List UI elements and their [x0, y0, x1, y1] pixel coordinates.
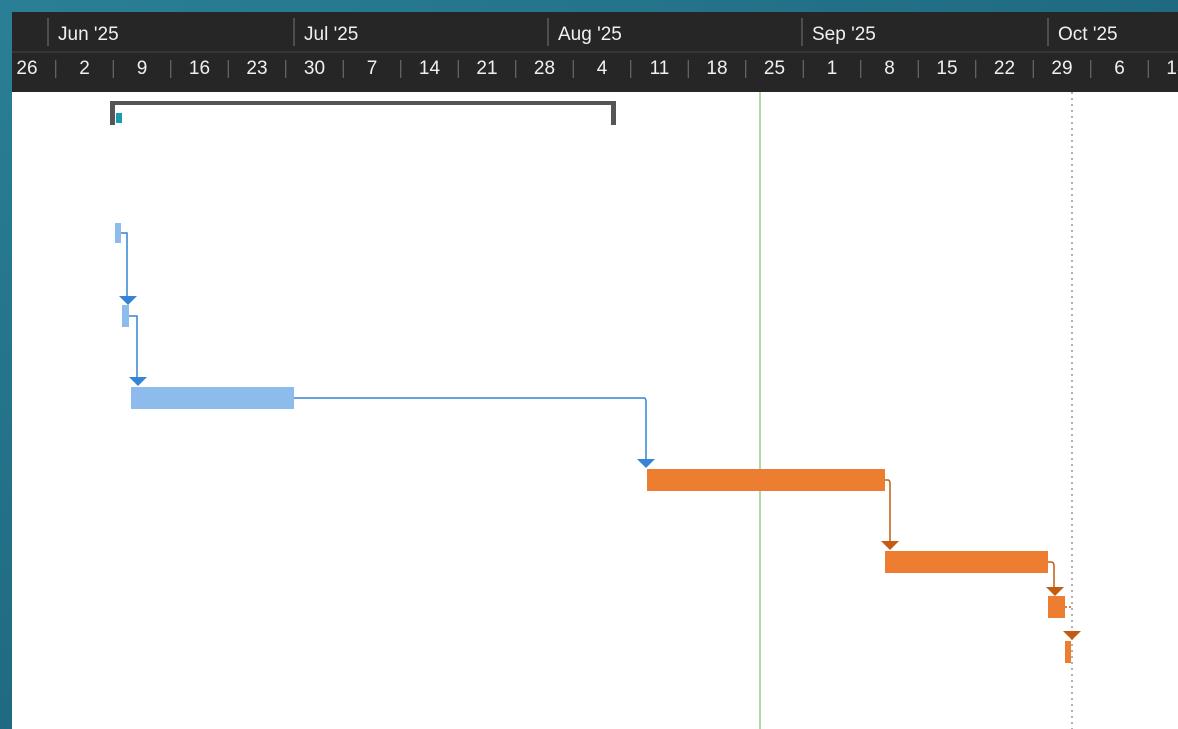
week-label: 25	[764, 58, 785, 79]
week-label: 16	[189, 58, 210, 79]
month-label: Jun '25	[58, 24, 119, 45]
task-bar[interactable]	[1048, 596, 1065, 618]
week-label: 18	[706, 58, 727, 79]
week-label: 7	[367, 58, 378, 79]
link-arrows	[119, 296, 1081, 640]
week-label: 4	[597, 58, 608, 79]
week-label: 11	[650, 58, 670, 79]
week-label: 29	[1051, 58, 1072, 79]
month-label: Sep '25	[812, 24, 876, 45]
week-label: 22	[994, 58, 1015, 79]
week-label: 2	[79, 58, 90, 79]
task-bar[interactable]	[1065, 641, 1071, 663]
week-label: 14	[419, 58, 441, 79]
dependency-links	[121, 232, 1071, 608]
chart-area	[12, 92, 1178, 729]
week-label: 9	[137, 58, 148, 79]
week-label: 13	[1166, 58, 1178, 79]
week-label: 30	[304, 58, 325, 79]
week-label: 1	[827, 58, 838, 79]
task-bar[interactable]	[647, 469, 885, 491]
task-bar[interactable]	[115, 223, 121, 243]
month-label: Jul '25	[304, 24, 358, 45]
summary-bar	[110, 101, 616, 125]
task-bar[interactable]	[131, 387, 294, 409]
task-bar[interactable]	[122, 305, 129, 327]
week-label: 6	[1114, 58, 1125, 79]
month-label: Oct '25	[1058, 24, 1118, 45]
week-label: 23	[246, 58, 267, 79]
week-label: 28	[534, 58, 555, 79]
week-label: 21	[476, 58, 497, 79]
month-label: Aug '25	[558, 24, 622, 45]
task-bars	[115, 223, 1071, 663]
week-label: 8	[884, 58, 895, 79]
task-bar[interactable]	[885, 551, 1048, 573]
week-label: 26	[16, 58, 37, 79]
week-label: 15	[936, 58, 957, 79]
